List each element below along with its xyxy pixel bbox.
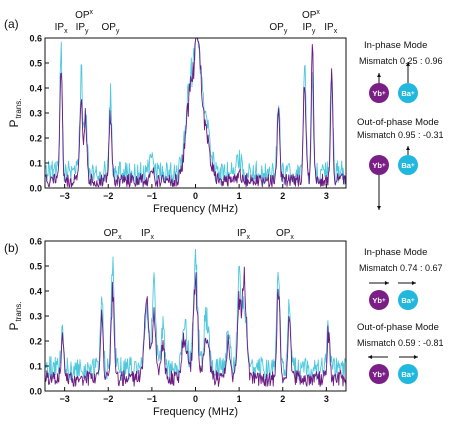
b-out-phase-ba-ion: Ba + [398,364,418,384]
peak-label: IPy [76,22,89,35]
b-out-phase-yb-ion: Yb + [369,364,389,384]
y-tick-label: 0.2 [29,337,42,347]
y-axis-label: Ptrans. [7,98,23,127]
peak-label: IPy [302,22,315,35]
a-in-phase-yb-arrow-head [377,73,381,78]
x-tick-label: 0 [193,394,198,404]
y-tick-label: 0.2 [29,134,42,144]
x-tick-label: −2 [103,191,113,201]
peak-label: IPx [324,22,337,35]
peak-label: IPx [55,22,68,35]
y-axis-label-sub: trans. [14,98,23,118]
x-tick-label: −1 [147,191,157,201]
y-tick-label: 0.3 [29,312,42,322]
x-tick-label: 3 [324,191,329,201]
a-in-phase-mismatch: Mismatch 0.25 : 0.96 [359,56,443,66]
y-tick-label: 0.6 [29,237,42,247]
peak-label-sub: x [316,9,320,16]
peak-label-sub: x [290,234,294,241]
y-tick-label: 0.1 [29,159,42,169]
ion-label: Ba [401,88,411,98]
y-axis-label: Ptrans. [7,301,23,330]
chart-panel-a: (a) 0.0 0.1 0.2 0.3 0.4 0.5 0.6 −3 −2 −1 0 1 2 3 Freque… [4,9,347,215]
a-out-phase-title: Out-of-phase Mode [357,117,439,128]
b-out-phase-yb-arrow-head [368,355,373,359]
panel-label: (a) [4,17,19,31]
a-out-phase-ba-ion: Ba + [398,155,418,175]
x-tick-label: 1 [237,394,242,404]
y-axis-label-sub: trans. [14,301,23,321]
x-tick-label: 2 [280,191,285,201]
x-axis-label: Frequency (MHz) [153,203,238,215]
b-in-phase-title: In-phase Mode [364,247,428,258]
peak-label: IPx [237,228,250,241]
peak-label-sub: x [64,28,68,35]
ion-label: Ba [401,369,411,379]
a-out-phase-ba-arrow-head [406,146,410,151]
series-line-purple [44,37,347,188]
a-out-phase-mismatch: Mismatch 0.95 : -0.31 [357,130,444,140]
peak-label-sub: x [150,234,154,241]
series-line-cyan [44,248,347,381]
chart-panel-b: (b) 0.0 0.1 0.2 0.3 0.4 0.5 0.6 −3 −2 −1 0 1 2 3 Freque… [4,228,347,418]
a-out-phase-yb-arrow-head [377,205,381,210]
peak-label-sub: x [118,234,122,241]
x-tick-label: 2 [280,394,285,404]
ion-label: Ba [401,160,411,170]
panel-label: (b) [4,241,19,255]
ion-label: Yb [372,295,382,305]
peak-label-sub: x [334,28,338,35]
a-out-phase-yb-ion: Yb + [369,155,389,175]
y-tick-label: 0.5 [29,59,42,69]
a-in-phase-ba-arrow-head [406,62,410,67]
b-in-phase-yb-arrow-head [384,281,389,285]
peak-label-sub: y [116,28,120,35]
peak-label: OPx [302,9,320,21]
peak-label: OPx [276,228,294,241]
x-tick-label: 0 [193,191,198,201]
peak-label-sub: y [312,28,316,35]
b-out-phase-title: Out-of-phase Mode [357,322,439,333]
y-tick-label: 0.6 [29,34,42,44]
series-line-purple [44,266,347,387]
peak-label-sub: x [90,9,94,16]
a-in-phase-ba-ion: Ba + [398,83,418,103]
peak-label: OPx [104,228,122,241]
peak-label-sub: y [85,28,89,35]
peak-label-sub: y [284,28,288,35]
a-in-phase-yb-ion: Yb + [369,83,389,103]
b-in-phase-ba-ion: Ba + [398,290,418,310]
peak-label-sub: x [246,234,250,241]
ion-label: Ba [401,295,411,305]
y-tick-label: 0.0 [29,184,42,194]
series-line-cyan [44,37,347,186]
b-in-phase-mismatch: Mismatch 0.74 : 0.67 [359,263,443,273]
b-out-phase-mismatch: Mismatch 0.59 : -0.81 [357,338,444,348]
y-tick-label: 0.4 [29,287,42,297]
y-tick-label: 0.0 [29,387,42,397]
y-tick-label: 0.1 [29,362,42,372]
y-tick-label: 0.4 [29,84,42,94]
x-tick-label: 1 [237,191,242,201]
x-tick-label: −2 [103,394,113,404]
peak-label: OPy [101,22,119,35]
b-in-phase-yb-ion: Yb + [369,290,389,310]
peak-label: OPx [75,9,93,21]
x-tick-label: −3 [59,191,69,201]
x-tick-label: −3 [59,394,69,404]
y-tick-label: 0.5 [29,262,42,272]
ion-label: Yb [372,369,382,379]
a-in-phase-title: In-phase Mode [364,40,428,51]
peak-label: IPx [141,228,154,241]
ion-label: Yb [372,88,382,98]
x-axis-label: Frequency (MHz) [153,406,238,418]
ion-label: Yb [372,160,382,170]
b-out-phase-ba-arrow-head [413,355,418,359]
b-in-phase-ba-arrow-head [411,281,416,285]
y-tick-label: 0.3 [29,109,42,119]
x-tick-label: −1 [147,394,157,404]
x-tick-label: 3 [324,394,329,404]
peak-label: OPy [269,22,287,35]
